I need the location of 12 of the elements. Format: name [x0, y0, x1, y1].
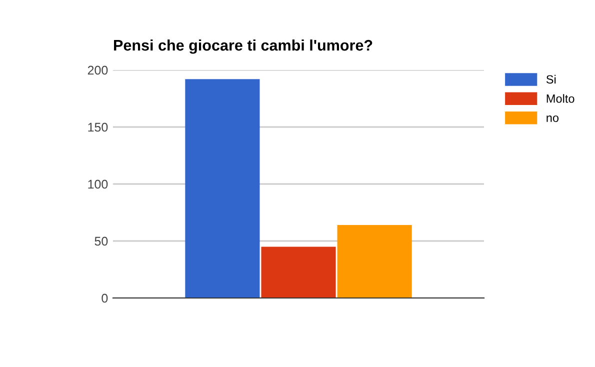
bar: [261, 246, 336, 298]
y-tick-label: 150: [88, 122, 108, 132]
y-tick-label: 100: [88, 180, 108, 189]
legend-label: no: [546, 116, 559, 122]
y-tick-label: 200: [88, 66, 108, 75]
bar: [185, 79, 260, 298]
legend-label: Molto: [546, 94, 574, 103]
y-tick-label: 50: [94, 236, 108, 246]
bar: [337, 225, 412, 298]
legend-label: Si: [546, 74, 556, 84]
chart-title: Pensi che giocare ti cambi l'umore?: [114, 39, 372, 54]
y-tick-label: 0: [102, 294, 108, 303]
